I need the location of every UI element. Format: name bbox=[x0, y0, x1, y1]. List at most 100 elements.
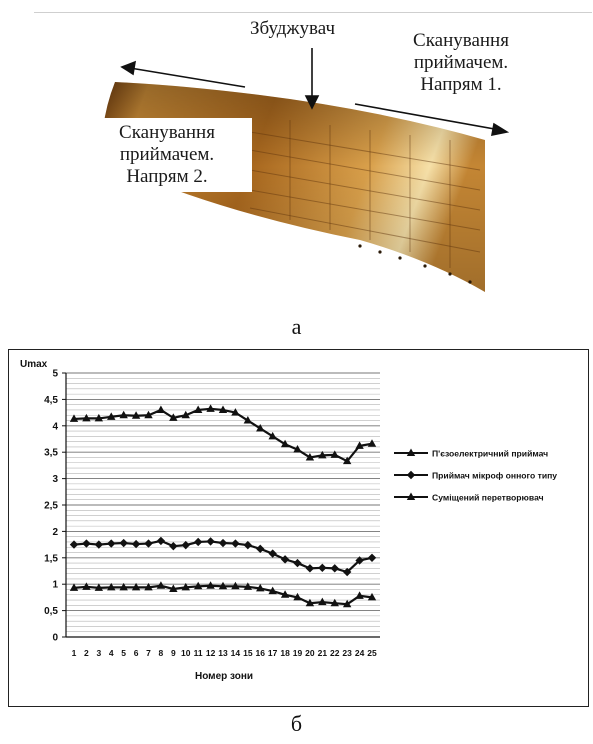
data-point-triangle bbox=[406, 492, 416, 500]
data-point-diamond bbox=[82, 539, 91, 548]
data-point-diamond bbox=[318, 563, 327, 573]
legend-item-3: Суміщений перетворювач bbox=[394, 492, 544, 503]
chart-legend: П'єзоелектричний приймач Приймач мікроф о… bbox=[394, 448, 557, 503]
x-tick-label: 17 bbox=[268, 648, 278, 658]
data-point-triangle bbox=[268, 431, 277, 440]
data-point-diamond bbox=[293, 558, 302, 568]
data-point-triangle bbox=[206, 404, 215, 412]
direction-2-arrow bbox=[120, 60, 246, 88]
x-tick-label: 2 bbox=[84, 648, 89, 658]
data-point-triangle bbox=[355, 441, 364, 449]
data-point-diamond bbox=[406, 470, 416, 480]
data-point-triangle bbox=[156, 581, 166, 589]
data-point-triangle bbox=[218, 405, 228, 413]
y-tick-label: 0 bbox=[52, 633, 58, 644]
x-tick-label: 25 bbox=[367, 648, 377, 658]
data-point-triangle bbox=[280, 590, 290, 598]
scan-dir2-line-2: приймачем. bbox=[119, 144, 215, 165]
data-point-diamond bbox=[280, 555, 290, 564]
data-point-diamond bbox=[206, 537, 215, 546]
x-tick-label: 14 bbox=[231, 648, 241, 658]
y-tick-label: 5 bbox=[52, 369, 58, 380]
line-chart: 00,511,522,533,544,551 2 3 4 5 6 7 8 9 10 11 12 13 14… bbox=[20, 359, 557, 682]
figure-a-caption: а bbox=[291, 314, 302, 339]
data-point-triangle bbox=[119, 582, 128, 591]
scan-dir1-line-3: Напрям 1. bbox=[420, 74, 502, 95]
data-point-triangle bbox=[293, 445, 302, 453]
panel-rivets bbox=[358, 244, 472, 284]
data-point-triangle bbox=[305, 452, 315, 461]
data-point-triangle bbox=[82, 582, 91, 590]
data-point-triangle bbox=[131, 411, 141, 419]
scan-dir1-line-2: приймачем. bbox=[413, 52, 509, 73]
data-point-triangle bbox=[69, 414, 79, 422]
x-tick-label: 13 bbox=[218, 648, 228, 658]
x-tick-label: 11 bbox=[194, 648, 203, 658]
scan-dir2-line-3: Напрям 2. bbox=[126, 166, 208, 187]
x-tick-label: 12 bbox=[206, 648, 216, 658]
data-point-diamond bbox=[119, 538, 128, 548]
y-tick-label: 1,5 bbox=[44, 553, 58, 564]
data-point-diamond bbox=[367, 553, 377, 562]
data-point-triangle bbox=[231, 408, 240, 416]
exciter-label: Збуджувач bbox=[250, 18, 336, 39]
scan-direction-2-label: Сканування приймачем. Напрям 2. bbox=[82, 118, 252, 192]
data-point-triangle bbox=[330, 450, 339, 458]
data-point-triangle bbox=[243, 416, 253, 424]
x-tick-label: 20 bbox=[305, 648, 315, 658]
scan-direction-1-label: Сканування приймачем. Напрям 1. bbox=[386, 30, 536, 96]
data-point-triangle bbox=[243, 582, 253, 590]
data-point-triangle bbox=[181, 582, 190, 591]
data-point-triangle bbox=[318, 597, 327, 606]
series-1 bbox=[69, 404, 377, 465]
data-point-diamond bbox=[330, 564, 339, 573]
data-point-diamond bbox=[156, 536, 166, 546]
data-point-triangle bbox=[144, 582, 153, 591]
data-point-triangle bbox=[107, 412, 116, 420]
data-point-triangle bbox=[367, 592, 377, 601]
panel-grid-lines bbox=[249, 120, 481, 268]
data-point-triangle bbox=[193, 581, 203, 590]
series-line bbox=[73, 407, 373, 463]
y-axis-label: Umax bbox=[20, 359, 48, 370]
x-tick-label: 9 bbox=[171, 648, 176, 658]
x-tick-label: 5 bbox=[121, 648, 126, 658]
data-point-triangle bbox=[318, 450, 327, 459]
data-point-triangle bbox=[206, 581, 215, 589]
data-point-triangle bbox=[293, 592, 302, 601]
data-point-triangle bbox=[169, 584, 178, 592]
data-point-triangle bbox=[218, 581, 228, 590]
data-point-triangle bbox=[193, 405, 203, 413]
data-point-triangle bbox=[94, 413, 104, 422]
data-point-triangle bbox=[406, 448, 416, 456]
data-point-diamond bbox=[218, 538, 228, 548]
scan-dir2-line-1: Сканування bbox=[119, 122, 215, 143]
y-tick-label: 2 bbox=[52, 527, 58, 538]
data-point-diamond bbox=[144, 539, 153, 548]
data-point-diamond bbox=[305, 564, 315, 573]
legend-label: Приймач мікроф онного типу bbox=[432, 471, 557, 481]
series-3 bbox=[69, 581, 377, 608]
data-point-diamond bbox=[268, 549, 277, 558]
x-tick-label: 7 bbox=[146, 648, 151, 658]
y-tick-label: 2,5 bbox=[44, 501, 58, 512]
data-point-diamond bbox=[256, 544, 265, 554]
data-point-triangle bbox=[256, 583, 265, 592]
chart-series bbox=[69, 404, 377, 608]
data-point-triangle bbox=[69, 583, 79, 591]
scan-dir1-line-1: Сканування bbox=[413, 30, 509, 51]
x-tick-label: 16 bbox=[256, 648, 266, 658]
y-tick-label: 0,5 bbox=[44, 606, 58, 617]
legend-label: П'єзоелектричний приймач bbox=[432, 449, 548, 459]
y-tick-label: 1 bbox=[52, 580, 58, 591]
data-point-triangle bbox=[342, 456, 352, 465]
data-point-triangle bbox=[355, 591, 364, 599]
data-point-triangle bbox=[342, 599, 352, 608]
data-point-diamond bbox=[169, 541, 178, 551]
x-tick-label: 3 bbox=[96, 648, 101, 658]
data-point-triangle bbox=[144, 410, 153, 419]
chart-axes: 00,511,522,533,544,551 2 3 4 5 6 7 8 9 10 11 12 13 14… bbox=[44, 369, 380, 658]
x-tick-label: 6 bbox=[134, 648, 139, 658]
figure-b-caption: б bbox=[290, 711, 303, 736]
x-tick-label: 1 bbox=[72, 648, 77, 658]
